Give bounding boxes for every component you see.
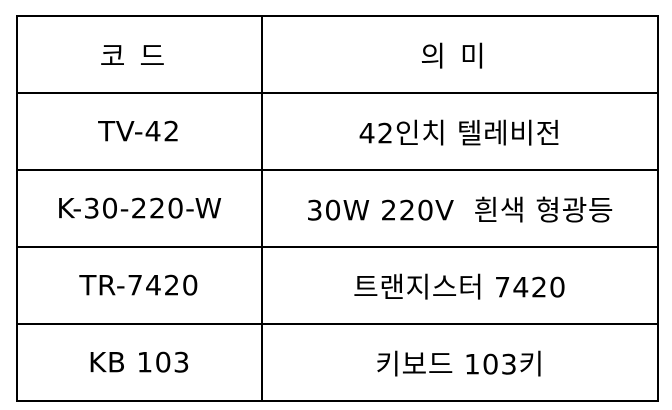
meaning-cell: 키보드 103키 <box>261 323 659 402</box>
code-meaning-table: 코드 의미 TV-42 42인치 텔레비전 K-30-220-W 30W 220… <box>16 15 659 402</box>
meaning-cell: 42인치 텔레비전 <box>261 92 659 171</box>
meaning-cell: 30W 220V 흰색 형광등 <box>261 169 659 248</box>
table-row: TV-42 42인치 텔레비전 <box>16 92 659 171</box>
table-row: TR-7420 트랜지스터 7420 <box>16 246 659 325</box>
meaning-cell: 트랜지스터 7420 <box>261 246 659 325</box>
header-row: 코드 의미 <box>16 15 659 94</box>
code-cell: KB 103 <box>16 323 263 402</box>
code-cell: K-30-220-W <box>16 169 263 248</box>
header-meaning: 의미 <box>261 15 659 94</box>
table-row: K-30-220-W 30W 220V 흰색 형광등 <box>16 169 659 248</box>
code-cell: TV-42 <box>16 92 263 171</box>
code-cell: TR-7420 <box>16 246 263 325</box>
header-code: 코드 <box>16 15 263 94</box>
table-row: KB 103 키보드 103키 <box>16 323 659 402</box>
